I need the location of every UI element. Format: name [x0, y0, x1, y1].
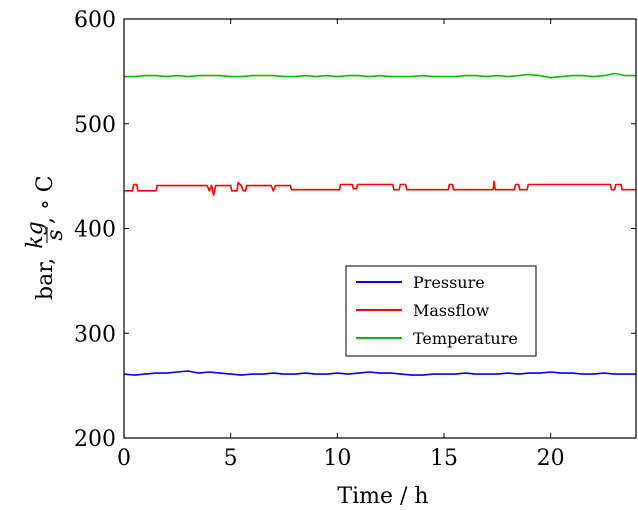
- legend-label-pressure: Pressure: [413, 273, 485, 292]
- x-tick-label: 0: [117, 446, 131, 471]
- legend: Pressure Massflow Temperature: [345, 265, 537, 357]
- y-tick-label: 500: [74, 113, 116, 138]
- y-tick-label: 600: [74, 8, 116, 33]
- series-line-temperature: [124, 72, 636, 79]
- y-tick-label: 400: [74, 218, 116, 243]
- series-layer: [123, 72, 636, 376]
- y-axis-title-suffix: , ∘ C: [33, 175, 58, 224]
- y-tick-label: 300: [74, 322, 116, 347]
- legend-label-temperature: Temperature: [413, 329, 518, 348]
- y-tick-label: 200: [74, 427, 116, 452]
- plot-frame: [123, 18, 637, 439]
- axis-titles: Time / h bar, kg s , ∘ C: [23, 175, 429, 509]
- ticks-layer: 0 5 10 15 20 200 300 400 500 600: [74, 8, 636, 471]
- y-axis-title: bar, kg s , ∘ C: [23, 175, 68, 300]
- series-line-pressure: [123, 370, 636, 376]
- legend-label-massflow: Massflow: [413, 301, 490, 320]
- y-axis-title-denominator: s: [43, 229, 68, 240]
- x-tick-label: 15: [430, 446, 458, 471]
- y-axis-title-numerator: kg: [23, 221, 48, 248]
- y-axis-title-prefix: bar,: [33, 258, 58, 300]
- x-axis-title: Time / h: [337, 484, 428, 509]
- x-tick-label: 20: [537, 446, 565, 471]
- x-tick-label: 5: [224, 446, 238, 471]
- x-tick-label: 10: [323, 446, 351, 471]
- series-line-massflow: [124, 180, 636, 196]
